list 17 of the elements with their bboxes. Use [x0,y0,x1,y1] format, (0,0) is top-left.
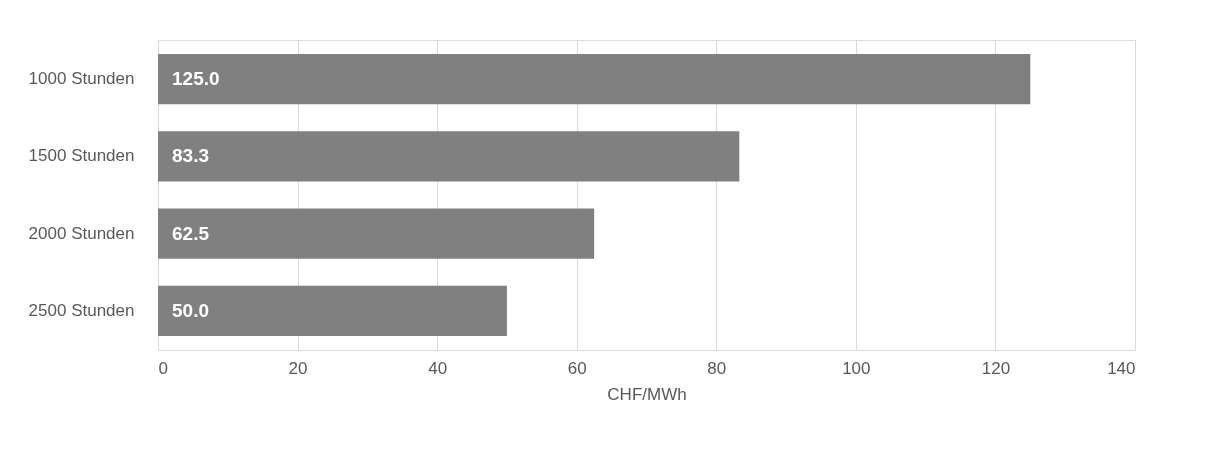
x-tick-label: 120 [981,358,1011,378]
y-tick-label: 1000 Stunden [28,69,135,89]
data-label: 125.0 [172,68,220,90]
data-label: 62.5 [172,222,210,244]
x-tick-label: 80 [707,358,727,378]
data-label: 50.0 [172,299,209,321]
x-tick-label: 60 [567,358,587,378]
x-tick-label: 40 [428,358,448,378]
data-label: 83.3 [172,145,209,167]
y-tick-label: 1500 Stunden [28,146,135,166]
y-tick-label: 2500 Stunden [28,300,135,320]
x-tick-label: 20 [288,358,308,378]
x-tick-label: 100 [842,358,871,378]
x-tick-label: 140 [1107,358,1136,378]
x-axis-title: CHF/MWh [607,384,687,404]
x-tick-label: 0 [158,358,168,378]
y-tick-label: 2000 Stunden [28,223,135,243]
